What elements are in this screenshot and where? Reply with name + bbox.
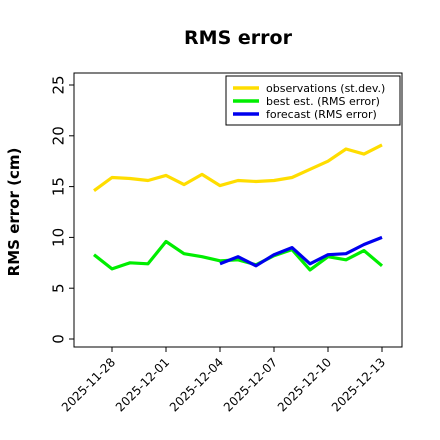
- legend-label: forecast (RMS error): [266, 108, 377, 121]
- legend: observations (st.dev.)best est. (RMS err…: [225, 75, 401, 126]
- y-tick-label: 20: [49, 126, 67, 145]
- x-tick-label: 2025-12-01: [113, 355, 172, 414]
- chart-title: RMS error: [184, 27, 293, 49]
- legend-label: best est. (RMS error): [266, 95, 380, 108]
- x-tick-label: 2025-12-10: [275, 355, 334, 414]
- series-line-2: [93, 239, 384, 272]
- x-axis-ticks: 2025-11-282025-12-012025-12-042025-12-07…: [59, 347, 388, 414]
- plot-frame: [73, 72, 403, 348]
- x-tick-label: 2025-12-07: [221, 355, 280, 414]
- series-line-3: [219, 235, 383, 268]
- y-tick-label: 10: [49, 228, 67, 247]
- legend-label: observations (st.dev.): [266, 82, 385, 95]
- x-tick-label: 2025-11-28: [59, 355, 118, 414]
- y-tick-label: 5: [49, 283, 67, 293]
- x-tick-label: 2025-12-13: [329, 355, 388, 414]
- series-layer: [93, 143, 384, 272]
- x-tick-label: 2025-12-04: [167, 355, 226, 414]
- series-line-1: [93, 143, 383, 192]
- y-tick-label: 15: [49, 177, 67, 196]
- y-tick-label: 0: [49, 334, 67, 344]
- y-axis-label: RMS error (cm): [5, 148, 23, 277]
- y-axis-ticks: 0 5 10 15 20 25: [49, 75, 74, 344]
- y-tick-label: 25: [49, 75, 67, 94]
